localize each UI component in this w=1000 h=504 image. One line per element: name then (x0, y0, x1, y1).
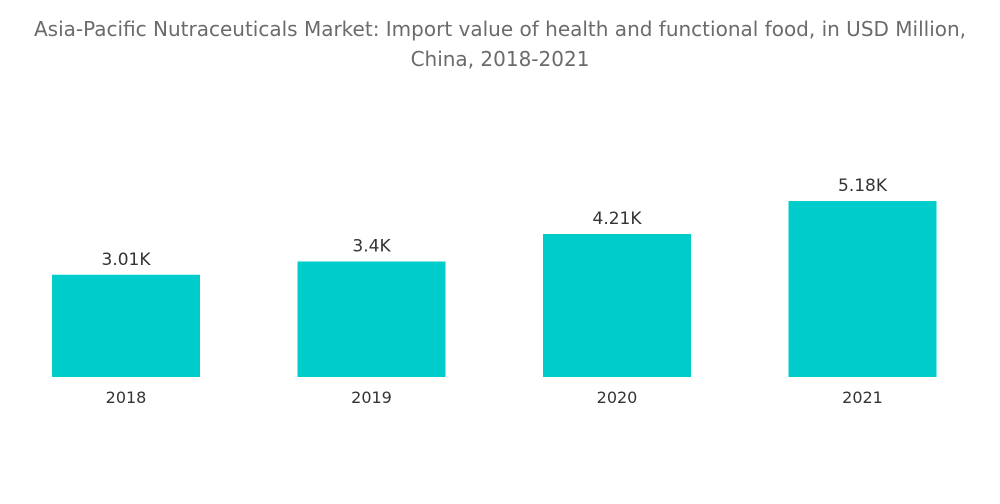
value-labels-group: 3.01K 3.4K 4.21K 5.18K (102, 176, 888, 270)
bars-group (52, 201, 937, 377)
category-label-2021: 2021 (842, 388, 883, 407)
bar-2021 (788, 201, 937, 377)
value-label-2021: 5.18K (838, 176, 888, 196)
bar-2019 (297, 261, 446, 377)
bar-2018 (52, 274, 200, 377)
value-label-2018: 3.01K (102, 250, 152, 270)
value-label-2019: 3.4K (352, 237, 391, 257)
category-label-2020: 2020 (597, 388, 638, 407)
category-label-2019: 2019 (351, 388, 392, 407)
category-label-2018: 2018 (106, 388, 147, 407)
bar-2020 (543, 233, 691, 377)
chart-title: Asia-Pacific Nutraceuticals Market: Impo… (33, 17, 967, 71)
category-labels-group: 2018 2019 2020 2021 (106, 388, 883, 407)
value-label-2020: 4.21K (593, 209, 643, 229)
